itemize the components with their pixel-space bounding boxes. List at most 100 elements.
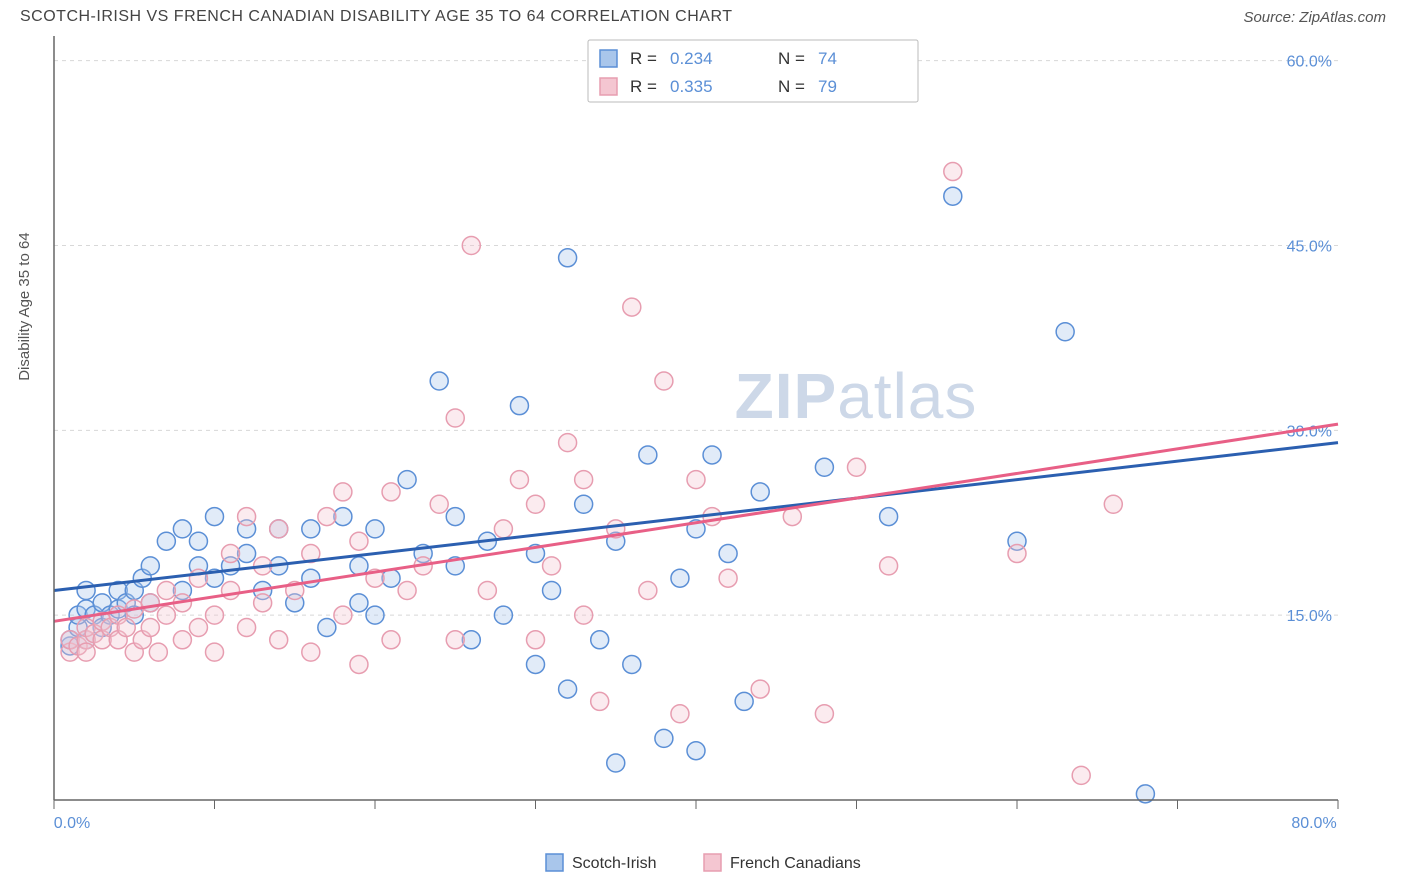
data-point bbox=[382, 483, 400, 501]
data-point bbox=[318, 618, 336, 636]
data-point bbox=[559, 680, 577, 698]
data-point bbox=[430, 495, 448, 513]
data-point bbox=[623, 298, 641, 316]
svg-text:45.0%: 45.0% bbox=[1287, 238, 1332, 255]
data-point bbox=[1104, 495, 1122, 513]
data-point bbox=[206, 508, 224, 526]
chart-title: SCOTCH-IRISH VS FRENCH CANADIAN DISABILI… bbox=[20, 8, 733, 26]
data-point bbox=[1008, 545, 1026, 563]
data-point bbox=[703, 446, 721, 464]
data-point bbox=[238, 508, 256, 526]
data-point bbox=[655, 729, 673, 747]
data-point bbox=[527, 655, 545, 673]
svg-text:60.0%: 60.0% bbox=[1287, 54, 1332, 71]
data-point bbox=[302, 643, 320, 661]
data-point bbox=[1056, 323, 1074, 341]
data-point bbox=[270, 520, 288, 538]
data-point bbox=[751, 483, 769, 501]
data-point bbox=[848, 458, 866, 476]
data-point bbox=[398, 471, 416, 489]
data-point bbox=[149, 643, 167, 661]
data-point bbox=[527, 631, 545, 649]
data-point bbox=[302, 569, 320, 587]
data-point bbox=[494, 520, 512, 538]
data-point bbox=[157, 606, 175, 624]
chart-header: SCOTCH-IRISH VS FRENCH CANADIAN DISABILI… bbox=[0, 0, 1406, 30]
chart-container: Disability Age 35 to 64 15.0%30.0%45.0%6… bbox=[48, 30, 1386, 880]
svg-text:15.0%: 15.0% bbox=[1287, 608, 1332, 625]
data-point bbox=[157, 582, 175, 600]
data-point bbox=[591, 692, 609, 710]
data-point bbox=[735, 692, 753, 710]
data-point bbox=[238, 618, 256, 636]
data-point bbox=[157, 532, 175, 550]
legend-label: Scotch-Irish bbox=[572, 855, 656, 872]
data-point bbox=[77, 643, 95, 661]
data-point bbox=[575, 471, 593, 489]
data-point bbox=[366, 606, 384, 624]
chart-source: Source: ZipAtlas.com bbox=[1243, 9, 1386, 26]
data-point bbox=[189, 532, 207, 550]
svg-text:0.0%: 0.0% bbox=[54, 815, 90, 832]
data-point bbox=[671, 569, 689, 587]
data-point bbox=[334, 606, 352, 624]
svg-text:N =: N = bbox=[778, 49, 805, 68]
svg-text:R =: R = bbox=[630, 49, 657, 68]
data-point bbox=[510, 471, 528, 489]
svg-text:N =: N = bbox=[778, 77, 805, 96]
data-point bbox=[655, 372, 673, 390]
data-point bbox=[350, 532, 368, 550]
data-point bbox=[206, 606, 224, 624]
legend-swatch bbox=[704, 854, 721, 871]
data-point bbox=[527, 495, 545, 513]
data-point bbox=[446, 409, 464, 427]
data-point bbox=[880, 508, 898, 526]
data-point bbox=[222, 545, 240, 563]
scatter-chart: 15.0%30.0%45.0%60.0%ZIPatlas0.0%80.0%R =… bbox=[48, 30, 1378, 880]
data-point bbox=[270, 631, 288, 649]
data-point bbox=[141, 557, 159, 575]
data-point bbox=[254, 594, 272, 612]
data-point bbox=[687, 742, 705, 760]
data-point bbox=[462, 236, 480, 254]
data-point bbox=[719, 569, 737, 587]
data-point bbox=[366, 520, 384, 538]
legend-label: French Canadians bbox=[730, 855, 861, 872]
data-point bbox=[944, 163, 962, 181]
svg-text:0.234: 0.234 bbox=[670, 49, 713, 68]
data-point bbox=[944, 187, 962, 205]
data-point bbox=[117, 618, 135, 636]
data-point bbox=[141, 594, 159, 612]
data-point bbox=[543, 582, 561, 600]
legend-swatch bbox=[546, 854, 563, 871]
data-point bbox=[607, 754, 625, 772]
data-point bbox=[350, 594, 368, 612]
data-point bbox=[751, 680, 769, 698]
data-point bbox=[189, 618, 207, 636]
data-point bbox=[671, 705, 689, 723]
data-point bbox=[559, 249, 577, 267]
y-axis-label: Disability Age 35 to 64 bbox=[16, 232, 33, 380]
data-point bbox=[623, 655, 641, 673]
data-point bbox=[575, 495, 593, 513]
data-point bbox=[222, 582, 240, 600]
data-point bbox=[77, 582, 95, 600]
data-point bbox=[350, 655, 368, 673]
data-point bbox=[815, 705, 833, 723]
svg-text:ZIPatlas: ZIPatlas bbox=[735, 360, 978, 432]
data-point bbox=[382, 631, 400, 649]
svg-text:74: 74 bbox=[818, 49, 837, 68]
data-point bbox=[446, 508, 464, 526]
data-point bbox=[478, 582, 496, 600]
data-point bbox=[318, 508, 336, 526]
data-point bbox=[510, 397, 528, 415]
data-point bbox=[173, 631, 191, 649]
data-point bbox=[719, 545, 737, 563]
data-point bbox=[591, 631, 609, 649]
svg-text:0.335: 0.335 bbox=[670, 77, 713, 96]
svg-text:80.0%: 80.0% bbox=[1291, 815, 1336, 832]
data-point bbox=[302, 520, 320, 538]
data-point bbox=[173, 520, 191, 538]
data-point bbox=[1072, 766, 1090, 784]
data-point bbox=[430, 372, 448, 390]
